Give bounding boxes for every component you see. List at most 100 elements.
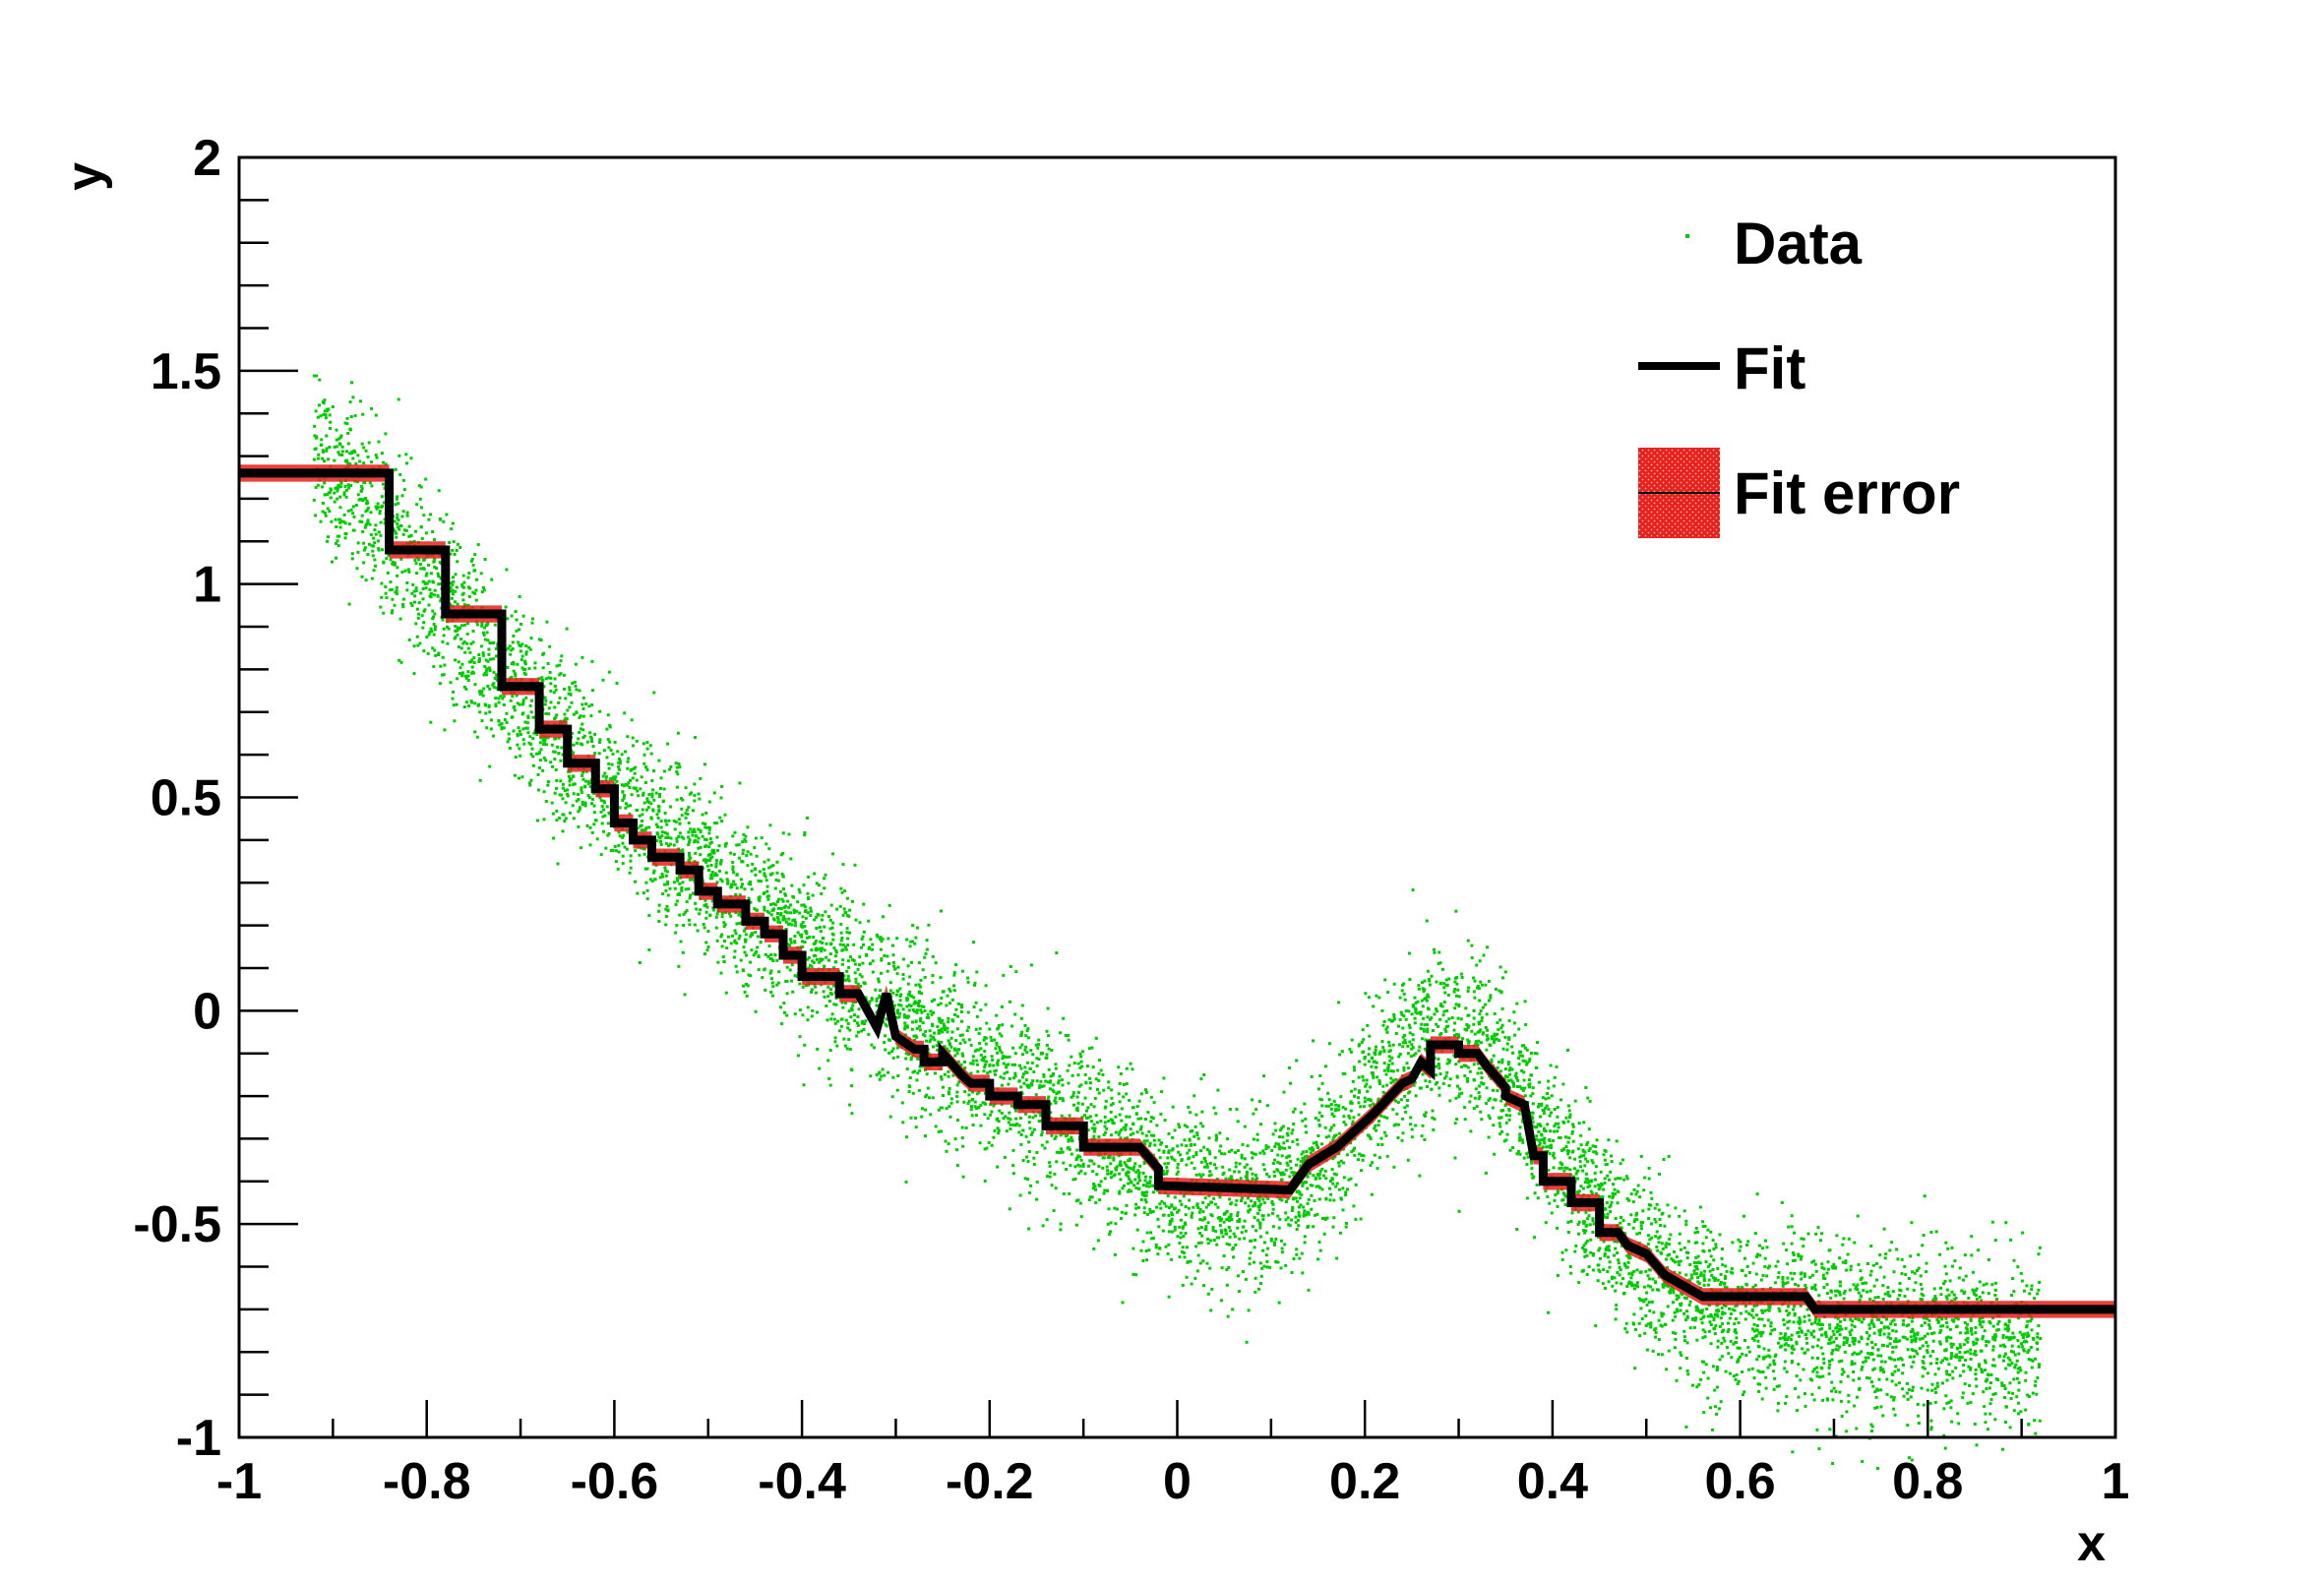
data-point xyxy=(1124,1136,1128,1140)
data-point xyxy=(798,911,802,915)
data-point xyxy=(732,852,736,856)
data-point xyxy=(1523,1000,1527,1004)
data-point xyxy=(1909,1335,1913,1339)
data-point xyxy=(588,731,592,735)
data-point xyxy=(1745,1264,1749,1268)
data-point xyxy=(1290,1209,1294,1212)
data-point xyxy=(820,918,824,922)
data-point xyxy=(898,999,902,1003)
data-point xyxy=(1400,1138,1404,1142)
data-point xyxy=(1520,1086,1523,1090)
data-point xyxy=(1560,1098,1563,1102)
data-point xyxy=(887,1051,891,1055)
data-point xyxy=(471,563,475,567)
data-point xyxy=(1777,1271,1781,1275)
data-point xyxy=(1443,991,1447,995)
data-point xyxy=(1992,1364,1996,1368)
data-point xyxy=(2034,1379,2038,1383)
data-point xyxy=(1777,1341,1780,1345)
data-point xyxy=(1211,1229,1215,1232)
data-point xyxy=(398,472,402,476)
data-point xyxy=(1226,1137,1229,1141)
data-point xyxy=(1166,1194,1170,1197)
data-point xyxy=(633,771,637,775)
data-point xyxy=(1288,1175,1292,1179)
data-point xyxy=(1515,1076,1519,1080)
data-point xyxy=(2008,1358,2012,1362)
data-point xyxy=(1327,1042,1331,1046)
data-point xyxy=(1129,1132,1132,1136)
data-point xyxy=(1454,1096,1458,1100)
data-point xyxy=(489,718,493,722)
data-point xyxy=(891,1047,895,1051)
data-point xyxy=(1944,1295,1948,1299)
data-point xyxy=(1857,1291,1861,1295)
data-point xyxy=(1576,1177,1579,1181)
data-point xyxy=(459,666,462,670)
data-point xyxy=(1408,1031,1412,1035)
data-point xyxy=(735,970,739,974)
data-point xyxy=(659,843,663,846)
data-point xyxy=(2031,1391,2035,1395)
data-point xyxy=(759,941,763,944)
data-point xyxy=(673,827,677,831)
data-point xyxy=(1996,1378,2000,1381)
data-point xyxy=(1266,1196,1270,1200)
data-point xyxy=(1103,1188,1107,1192)
data-point xyxy=(1675,1294,1679,1298)
data-point xyxy=(860,938,864,942)
data-point xyxy=(839,886,843,890)
data-point xyxy=(1444,978,1448,982)
data-point xyxy=(1699,1271,1703,1275)
data-point xyxy=(1472,1107,1476,1111)
data-point xyxy=(1492,1124,1496,1127)
data-point xyxy=(1193,1125,1197,1128)
data-point xyxy=(871,970,875,974)
data-point xyxy=(1651,1277,1655,1281)
data-point xyxy=(699,845,703,849)
data-point xyxy=(1254,1290,1257,1294)
data-point xyxy=(1400,1012,1404,1016)
data-point xyxy=(1729,1339,1733,1343)
data-point xyxy=(529,637,533,640)
data-point xyxy=(499,695,503,699)
data-point xyxy=(334,517,337,521)
data-point xyxy=(1715,1312,1719,1316)
data-point xyxy=(703,903,706,907)
data-point xyxy=(549,676,553,680)
data-point xyxy=(925,1039,928,1043)
data-point xyxy=(1304,1213,1308,1217)
data-point xyxy=(1228,1108,1232,1111)
data-point xyxy=(1752,1338,1756,1342)
data-point xyxy=(1898,1339,1902,1343)
data-point xyxy=(1856,1395,1859,1399)
data-point xyxy=(1755,1304,1759,1308)
data-point xyxy=(1836,1348,1840,1352)
data-point xyxy=(1812,1368,1816,1371)
data-point xyxy=(1124,1163,1128,1167)
data-point xyxy=(1142,1211,1146,1215)
data-point xyxy=(912,996,916,1000)
data-point xyxy=(1113,1206,1117,1210)
data-point xyxy=(793,918,797,922)
data-point xyxy=(420,614,424,618)
data-point xyxy=(1802,1245,1805,1248)
data-point xyxy=(1479,1009,1483,1012)
data-point xyxy=(1561,1082,1565,1086)
data-point xyxy=(1076,1163,1080,1167)
data-point xyxy=(421,579,425,583)
data-point xyxy=(979,1103,983,1107)
data-point xyxy=(1078,1201,1082,1205)
data-point xyxy=(1152,1101,1156,1105)
data-point xyxy=(1305,1130,1308,1134)
data-point xyxy=(1493,1152,1497,1156)
data-point xyxy=(1029,1049,1033,1053)
data-point xyxy=(602,749,606,753)
data-point xyxy=(1882,1370,1886,1374)
data-point xyxy=(1549,1064,1553,1067)
data-point xyxy=(579,727,582,731)
data-point xyxy=(773,886,777,890)
data-point xyxy=(784,920,788,924)
data-point xyxy=(502,695,506,699)
data-point xyxy=(1317,1111,1321,1115)
